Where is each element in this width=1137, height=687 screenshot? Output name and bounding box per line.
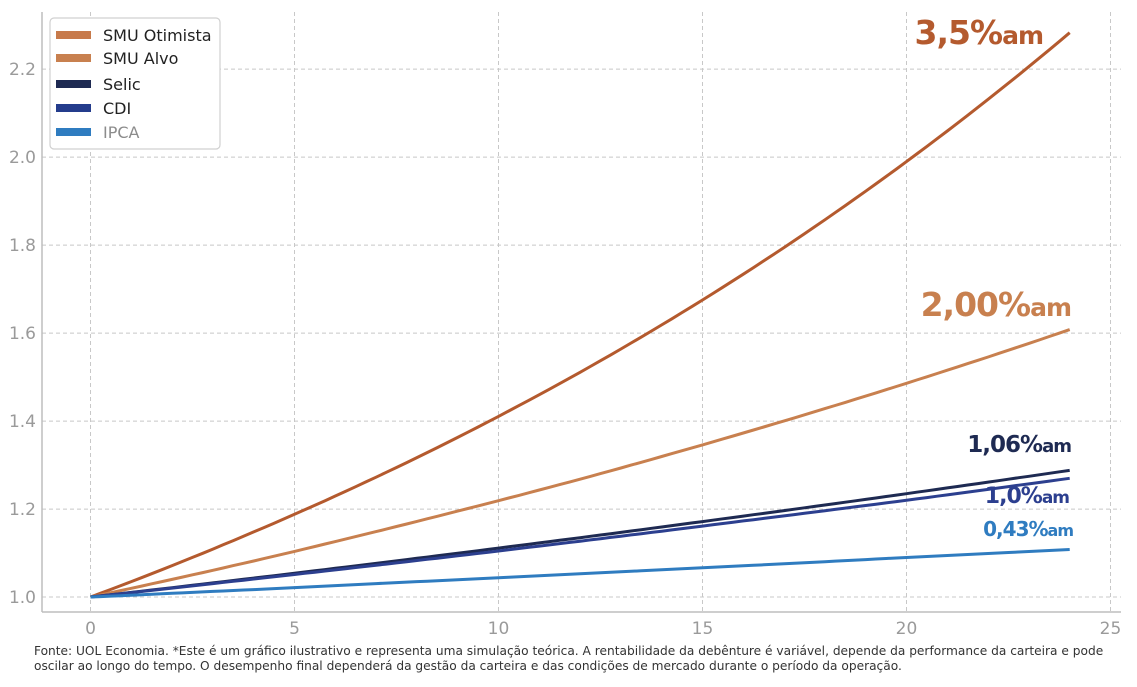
series-lines — [89, 31, 1071, 599]
y-tick-label: 1.6 — [9, 324, 36, 344]
y-tick-label: 1.2 — [9, 500, 36, 520]
y-tick-label: 1.8 — [9, 236, 36, 256]
y-tick-label: 2.0 — [9, 148, 36, 168]
legend-swatch — [56, 54, 91, 62]
end-label-selic: 1,06%am — [967, 432, 1071, 458]
legend-swatch — [56, 104, 91, 112]
x-tick-label: 20 — [896, 619, 918, 639]
series-line-smu-otimista — [89, 31, 1071, 599]
legend-label: IPCA — [103, 123, 140, 142]
legend: SMU Otimista SMU Alvo Selic CDI IPCA — [49, 17, 221, 150]
legend-swatch — [56, 128, 91, 136]
end-label-smu-alvo: 2,00%am — [921, 285, 1071, 324]
series-line-smu-alvo — [90, 328, 1071, 599]
legend-label: SMU Otimista — [103, 26, 212, 45]
legend-label: CDI — [103, 99, 131, 118]
legend-swatch — [56, 80, 91, 88]
end-label-smu-otimista: 3,5%am — [915, 13, 1043, 52]
x-tick-label: 0 — [85, 619, 96, 639]
y-tick-label: 2.2 — [9, 60, 36, 80]
end-labels: 3,5%am 2,00%am 1,06%am 1,0%am 0,43%am — [915, 13, 1075, 541]
legend-label: Selic — [103, 75, 141, 94]
x-tick-label: 10 — [488, 619, 510, 639]
series-line-selic — [90, 468, 1070, 599]
footnote: Fonte: UOL Economia. *Este é um gráfico … — [34, 644, 1104, 673]
y-tick-label: 1.4 — [9, 412, 36, 432]
line-chart: 0 5 10 15 20 25 1.0 1.2 1.4 1.6 1.8 2.0 2.2 3,5%am 2,… — [9, 12, 1121, 639]
series-line-ipca — [90, 548, 1070, 599]
x-tick-label: 5 — [289, 619, 300, 639]
end-label-ipca: 0,43%am — [983, 517, 1073, 541]
legend-box — [49, 17, 221, 150]
y-tick-label: 1.0 — [9, 588, 36, 608]
x-tick-label: 15 — [692, 619, 714, 639]
grid-lines — [42, 12, 1121, 612]
legend-label: SMU Alvo — [103, 49, 178, 68]
legend-swatch — [56, 31, 91, 39]
axes: 0 5 10 15 20 25 1.0 1.2 1.4 1.6 1.8 2.0 2.2 — [9, 12, 1121, 639]
series-line-cdi — [90, 476, 1070, 599]
x-tick-label: 25 — [1100, 619, 1122, 639]
end-label-cdi: 1,0%am — [985, 484, 1069, 509]
